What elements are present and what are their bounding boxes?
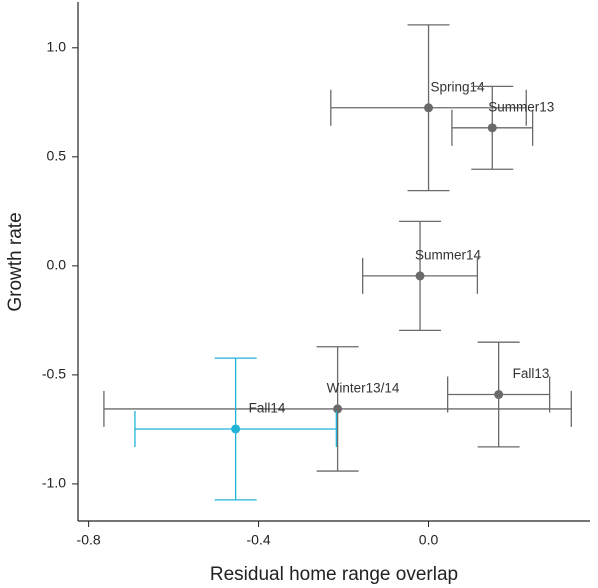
point: [487, 123, 497, 133]
y-tick-label: 0.5: [47, 148, 67, 164]
y-axis-title: Growth rate: [5, 212, 26, 311]
point-label: Summer13: [488, 99, 554, 114]
point-label: Fall13: [513, 366, 550, 381]
point-label: Spring14: [431, 79, 486, 94]
point-label: Fall14: [249, 401, 286, 416]
y-tick-label: 1.0: [47, 38, 67, 54]
y-tick-label: 0.0: [47, 257, 67, 273]
x-tick-label: -0.4: [247, 532, 271, 548]
y-tick-label: -0.5: [42, 366, 66, 382]
point-label: Winter13/14: [327, 380, 400, 395]
point-label: Summer14: [415, 247, 482, 262]
point: [424, 103, 434, 113]
x-tick-label: 0.0: [419, 532, 439, 548]
point: [231, 424, 241, 434]
point: [333, 404, 343, 414]
y-tick-label: -1.0: [42, 475, 66, 491]
point: [415, 271, 425, 281]
x-axis-title: Residual home range overlap: [210, 564, 458, 585]
x-tick-label: -0.8: [77, 532, 101, 548]
point: [494, 390, 504, 400]
